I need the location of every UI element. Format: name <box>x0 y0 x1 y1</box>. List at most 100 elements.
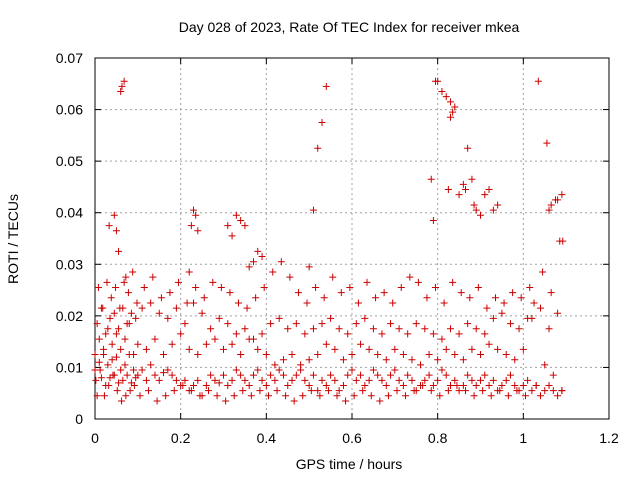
data-point <box>322 82 330 90</box>
data-point <box>100 392 108 400</box>
data-point <box>408 356 416 364</box>
y-tick-label: 0.03 <box>56 256 83 272</box>
y-tick-label: 0.02 <box>56 308 83 324</box>
data-point <box>414 278 422 286</box>
data-point <box>447 113 455 121</box>
data-point <box>93 392 101 400</box>
data-point <box>292 371 300 379</box>
data-point <box>155 309 163 317</box>
axis-ticks <box>94 57 610 420</box>
data-point <box>559 237 567 245</box>
data-point <box>506 371 514 379</box>
data-point <box>256 387 264 395</box>
data-point <box>517 294 525 302</box>
data-point <box>177 330 185 338</box>
data-point <box>541 387 549 395</box>
data-point <box>506 320 514 328</box>
data-point <box>119 376 127 384</box>
data-point <box>464 371 472 379</box>
data-point <box>160 351 168 359</box>
data-point <box>447 325 455 333</box>
data-point <box>442 93 450 101</box>
data-point <box>172 304 180 312</box>
data-point <box>185 268 193 276</box>
data-point <box>301 376 309 384</box>
data-point <box>382 381 390 389</box>
x-tick-label: 1.2 <box>599 430 619 446</box>
data-point <box>275 314 283 322</box>
data-point <box>483 304 491 312</box>
data-point <box>361 314 369 322</box>
data-point <box>202 381 210 389</box>
data-point <box>489 206 497 214</box>
data-point <box>279 356 287 364</box>
data-point <box>421 325 429 333</box>
data-point <box>117 88 125 96</box>
data-point <box>451 376 459 384</box>
data-point <box>402 392 410 400</box>
data-point <box>547 289 555 297</box>
data-point <box>288 376 296 384</box>
data-point <box>228 376 236 384</box>
data-point <box>464 144 472 152</box>
data-point <box>112 227 120 235</box>
data-point <box>211 376 219 384</box>
data-point <box>118 82 126 90</box>
data-point <box>133 299 141 307</box>
data-point <box>378 376 386 384</box>
data-point <box>554 392 562 400</box>
data-point <box>314 144 322 152</box>
data-point <box>166 289 174 297</box>
data-point <box>318 376 326 384</box>
data-point <box>459 180 467 188</box>
data-point <box>541 361 549 369</box>
y-tick-label: 0.04 <box>56 205 83 221</box>
data-point <box>110 309 118 317</box>
data-point <box>352 320 360 328</box>
data-point <box>354 299 362 307</box>
data-point <box>123 371 131 379</box>
data-point <box>357 371 365 379</box>
data-point <box>138 366 146 374</box>
data-point <box>245 381 253 389</box>
data-point <box>372 294 380 302</box>
data-point <box>453 381 461 389</box>
data-point <box>230 392 238 400</box>
data-point <box>120 278 128 286</box>
data-point <box>117 366 125 374</box>
data-point <box>425 351 433 359</box>
data-point <box>521 392 529 400</box>
data-point <box>462 186 470 194</box>
data-point <box>421 376 429 384</box>
x-axis-label: GPS time / hours <box>296 456 403 472</box>
data-point <box>115 325 123 333</box>
y-tick-label: 0.01 <box>56 359 83 375</box>
data-point <box>391 345 399 353</box>
data-point <box>190 299 198 307</box>
chart-grid <box>95 58 609 419</box>
data-point <box>429 381 437 389</box>
data-point <box>412 320 420 328</box>
data-point <box>228 232 236 240</box>
data-point <box>277 258 285 266</box>
data-point <box>124 289 132 297</box>
data-point <box>118 397 126 405</box>
data-point <box>282 392 290 400</box>
data-point <box>489 376 497 384</box>
data-point <box>106 314 114 322</box>
data-point <box>391 366 399 374</box>
data-point <box>348 366 356 374</box>
data-point <box>487 392 495 400</box>
data-point <box>444 186 452 194</box>
data-point <box>151 371 159 379</box>
data-point <box>399 381 407 389</box>
data-point <box>511 356 519 364</box>
data-point <box>451 351 459 359</box>
data-point <box>267 371 275 379</box>
data-point <box>399 351 407 359</box>
data-point <box>378 330 386 338</box>
data-point <box>314 387 322 395</box>
data-point <box>477 376 484 384</box>
x-tick-label: 0.2 <box>171 430 191 446</box>
data-point <box>105 381 113 389</box>
